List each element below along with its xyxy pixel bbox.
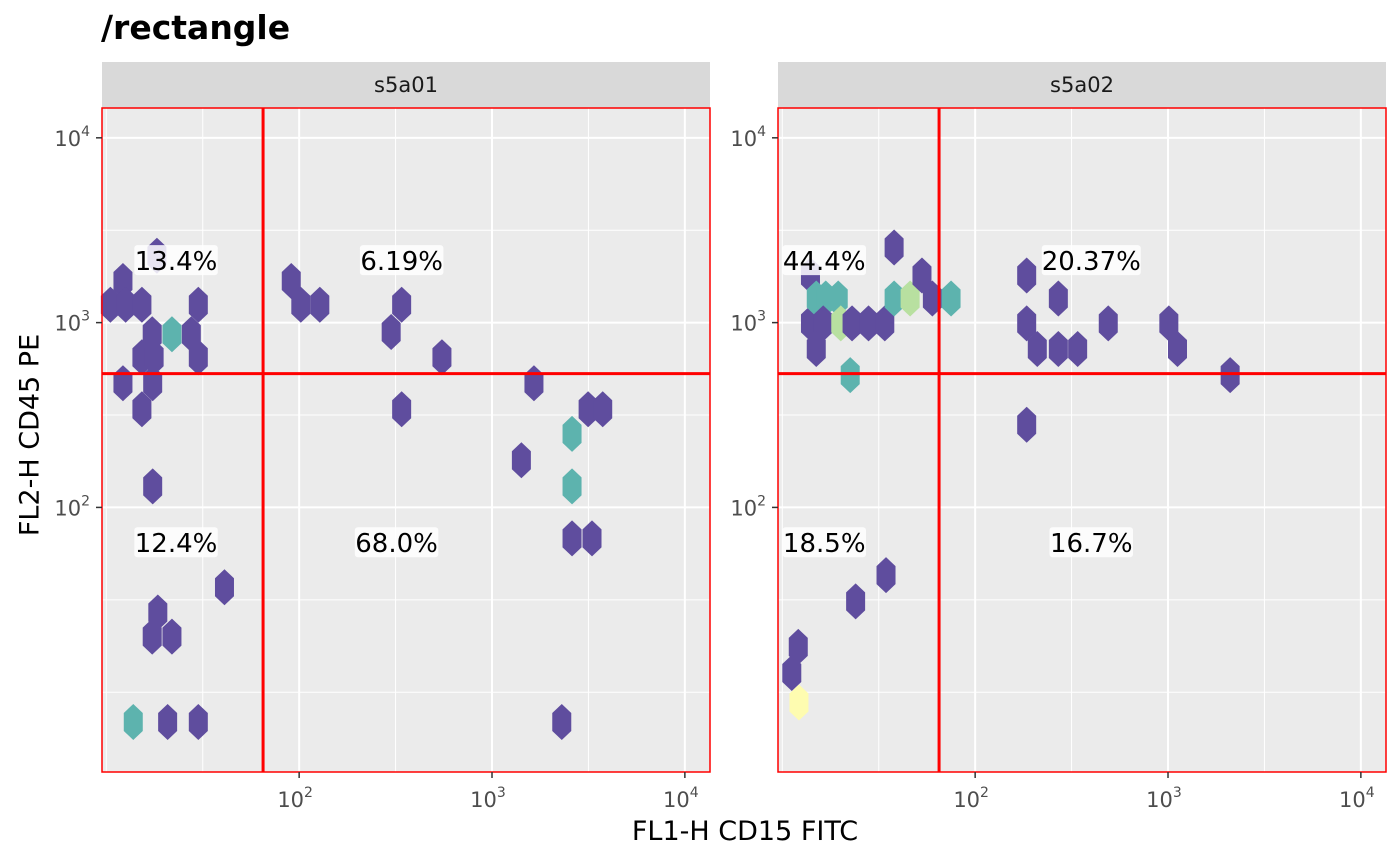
hexbin-cell [100, 286, 120, 323]
hexbin-cell [188, 339, 208, 376]
y-tick-label: 103 [730, 309, 766, 336]
strip-label: s5a01 [374, 73, 438, 97]
hexbin-cell [142, 618, 162, 655]
hexbin-cell [884, 229, 904, 266]
hexbin-cell [788, 628, 808, 665]
hexbin-cell [1068, 330, 1088, 367]
hexbin-cell [562, 468, 582, 505]
hexbin-cell [132, 391, 152, 428]
hexbin-cell [158, 703, 178, 740]
hexbin-cell [116, 286, 136, 323]
x-tick-label: 103 [470, 785, 506, 812]
hexbin-cell [1220, 357, 1240, 394]
panel-background [102, 108, 710, 772]
hexbin-cell [1017, 257, 1037, 294]
y-tick-label: 104 [730, 124, 766, 151]
hexbin-cell [789, 684, 809, 721]
quadrant-percent-label: 16.7% [1050, 529, 1133, 559]
hexbin-cell [310, 286, 330, 323]
hexbin-cell [593, 391, 613, 428]
hexbin-cell [840, 357, 860, 394]
hexbin-cell [876, 557, 896, 594]
quadrant-label-background [1041, 245, 1141, 276]
hexbin-cell [859, 305, 879, 342]
hexbin-cell [162, 316, 182, 353]
x-tick-label: 104 [663, 785, 699, 812]
hexbin-cell [162, 618, 182, 655]
quadrant-label-background [782, 245, 866, 276]
hexbin-cell [1017, 305, 1037, 342]
y-tick-label: 102 [730, 493, 766, 520]
quadrant-percent-label: 18.5% [783, 529, 866, 559]
y-tick-label: 104 [54, 124, 90, 151]
hexbin-cell [432, 339, 452, 376]
hexbin-cell [875, 305, 895, 342]
y-tick-label: 102 [54, 493, 90, 520]
hexbin-cell [1048, 330, 1068, 367]
x-tick-label: 102 [277, 785, 313, 812]
chart-title: /rectangle [101, 8, 291, 47]
hexbin-cell [813, 305, 833, 342]
hexbin-cell [511, 442, 531, 479]
quadrant-label-background [782, 527, 866, 558]
quadrant-label-background [354, 527, 439, 558]
hexbin-cell [1098, 305, 1118, 342]
panel-s5a01: s5a01 13.4% 6.19% 12.4% 68.0% 102 103 104 102 103… [54, 62, 711, 812]
hexbin-cell [1048, 280, 1068, 317]
hexbin-cell [188, 286, 208, 323]
hexbin-cell [900, 280, 920, 317]
hexbin-cell [132, 286, 152, 323]
hexbin-cell [552, 703, 572, 740]
hexbin-cell [941, 280, 961, 317]
x-tick-label: 103 [1146, 785, 1182, 812]
quadrant-percent-label: 44.4% [783, 247, 866, 277]
hexbin-cell [842, 305, 862, 342]
hexbin-cell [144, 339, 164, 376]
quadrant-percent-label: 12.4% [135, 529, 218, 559]
hexbin-cell [214, 569, 234, 606]
hexbin-cell [143, 468, 163, 505]
hexbin-cell [1017, 406, 1037, 443]
hexbin-cell [381, 313, 401, 350]
panel-s5a02: s5a02 44.4% 20.37% 18.5% 16.7% 102 103 104 102 10… [730, 62, 1387, 812]
hexbin-cell [281, 262, 301, 299]
quadrant-label-background [1049, 527, 1134, 558]
hexbin-cell [846, 583, 866, 620]
quadrant-label-background [359, 245, 444, 276]
y-tick-label: 103 [54, 309, 90, 336]
hexbin-cell [922, 280, 942, 317]
strip-background [102, 62, 710, 108]
hexbin-cell [806, 330, 826, 367]
hexbin-cell [392, 391, 412, 428]
hexbin-cell [562, 415, 582, 452]
hexbin-cell [884, 280, 904, 317]
hexbin-cell [188, 703, 208, 740]
quadrant-percent-label: 68.0% [355, 529, 438, 559]
strip-label: s5a02 [1050, 73, 1114, 97]
hexbin-cell [1159, 305, 1179, 342]
quadrant-label-background [134, 527, 218, 558]
hexbin-cell [291, 286, 311, 323]
panel-background [778, 108, 1386, 772]
hexbin-cell [578, 391, 598, 428]
quadrant-percent-label: 6.19% [360, 247, 443, 277]
hexbin-cell [912, 257, 932, 294]
x-tick-label: 102 [953, 785, 989, 812]
hexbin-cell [1027, 330, 1047, 367]
gate-rectangle [777, 107, 1387, 773]
hexbin-cell [392, 286, 412, 323]
quadrant-label-background [134, 245, 218, 276]
gate-rectangle [101, 107, 711, 773]
hexbin-cell [562, 520, 582, 557]
hexbin-cell [1168, 330, 1188, 367]
x-tick-label: 104 [1339, 785, 1375, 812]
hexbin-cell [123, 703, 143, 740]
strip-background [778, 62, 1386, 108]
quadrant-percent-label: 13.4% [135, 247, 218, 277]
x-axis-label: FL1-H CD15 FITC [631, 816, 859, 847]
hexbin-cell [582, 520, 602, 557]
hexbin-cell [782, 655, 802, 692]
quadrant-percent-label: 20.37% [1042, 247, 1141, 277]
